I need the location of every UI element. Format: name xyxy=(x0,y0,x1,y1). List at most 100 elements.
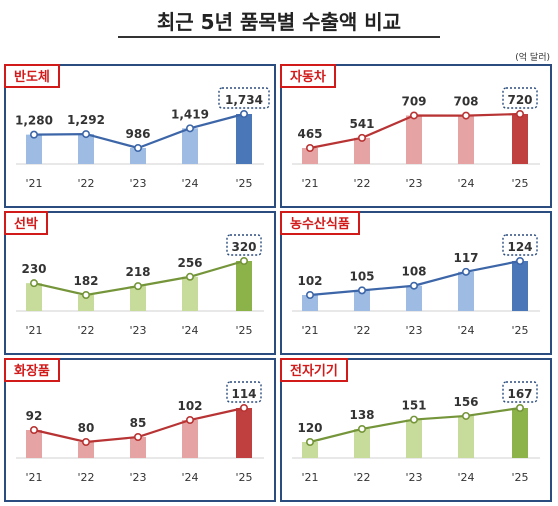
data-label: 320 xyxy=(231,240,256,254)
data-label: 708 xyxy=(453,95,478,109)
data-label: 108 xyxy=(401,265,426,279)
highlight-box xyxy=(226,234,262,256)
tick-label: '22 xyxy=(353,324,370,337)
highlight-box xyxy=(226,381,262,403)
chart-panel-ship: 230 '21 182 '22 218 '23 256 '24 320 '25 선박 xyxy=(4,211,276,355)
data-label: 85 xyxy=(130,416,147,430)
data-label: 117 xyxy=(453,251,478,265)
bar xyxy=(236,261,252,311)
tick-label: '23 xyxy=(129,471,146,484)
bar xyxy=(182,128,198,164)
data-point xyxy=(516,109,525,118)
bar xyxy=(78,442,94,458)
tick-label: '21 xyxy=(25,471,42,484)
data-label: 218 xyxy=(125,265,150,279)
data-point xyxy=(134,282,143,291)
data-point xyxy=(186,415,195,424)
data-point xyxy=(240,109,249,118)
tick-label: '23 xyxy=(405,177,422,190)
data-point xyxy=(305,291,314,300)
data-point xyxy=(462,111,471,120)
data-label: 102 xyxy=(177,399,202,413)
bar xyxy=(130,437,146,458)
bar xyxy=(302,442,318,458)
data-label: 709 xyxy=(401,94,426,108)
data-label: 720 xyxy=(507,93,532,107)
data-point xyxy=(29,279,38,288)
data-point xyxy=(462,411,471,420)
data-point xyxy=(29,130,38,139)
bar xyxy=(458,271,474,311)
data-label: 465 xyxy=(297,127,322,141)
data-label: 541 xyxy=(349,117,374,131)
bar xyxy=(458,115,474,164)
data-point xyxy=(134,433,143,442)
panel-title: 농수산식품 xyxy=(280,211,360,235)
tick-label: '22 xyxy=(353,177,370,190)
tick-label: '24 xyxy=(181,471,198,484)
tick-label: '23 xyxy=(129,324,146,337)
data-point xyxy=(516,403,525,412)
data-point xyxy=(82,291,91,300)
panel-title: 반도체 xyxy=(4,64,60,88)
data-point xyxy=(82,130,91,139)
bar xyxy=(354,428,370,458)
bar xyxy=(458,415,474,458)
data-point xyxy=(29,426,38,435)
data-point xyxy=(358,286,367,295)
highlight-box xyxy=(502,234,538,256)
bar xyxy=(406,419,422,458)
data-point xyxy=(305,144,314,153)
tick-label: '21 xyxy=(25,177,42,190)
data-label: 167 xyxy=(507,387,532,401)
chart-panel-automobile: 465 '21 541 '22 709 '23 708 '24 720 '25 자동차 xyxy=(280,64,552,208)
bar xyxy=(354,290,370,311)
chart-electronics: 120 '21 138 '22 151 '23 156 '24 167 '25 xyxy=(292,381,540,484)
tick-label: '25 xyxy=(511,324,528,337)
data-point xyxy=(305,438,314,447)
bar xyxy=(512,408,528,458)
tick-label: '24 xyxy=(457,324,474,337)
bar xyxy=(26,134,42,164)
data-label: 124 xyxy=(507,240,532,254)
data-label: 1,292 xyxy=(67,113,105,127)
tick-label: '21 xyxy=(25,324,42,337)
data-point xyxy=(410,415,419,424)
chart-panel-electronics: 120 '21 138 '22 151 '23 156 '24 167 '25 전자기기 xyxy=(280,358,552,502)
data-label: 256 xyxy=(177,256,202,270)
data-label: 120 xyxy=(297,421,322,435)
data-label: 138 xyxy=(349,408,374,422)
data-label: 105 xyxy=(349,269,374,283)
tick-label: '21 xyxy=(301,324,318,337)
tick-label: '24 xyxy=(181,177,198,190)
highlight-box xyxy=(502,87,538,109)
tick-label: '25 xyxy=(235,177,252,190)
chart-panel-cosmetics: 92 '21 80 '22 85 '23 102 '24 114 '25 화장품 xyxy=(4,358,276,502)
data-label: 102 xyxy=(297,274,322,288)
unit-label: (억 달러) xyxy=(515,53,550,63)
data-point xyxy=(82,438,91,447)
tick-label: '25 xyxy=(235,471,252,484)
tick-label: '25 xyxy=(511,177,528,190)
tick-label: '21 xyxy=(301,471,318,484)
bar xyxy=(302,295,318,311)
bar xyxy=(236,408,252,458)
data-point xyxy=(410,281,419,290)
bar xyxy=(26,283,42,311)
tick-label: '24 xyxy=(457,471,474,484)
tick-label: '22 xyxy=(77,324,94,337)
data-label: 1,280 xyxy=(15,114,53,128)
bar xyxy=(236,114,252,164)
chart-automobile: 465 '21 541 '22 709 '23 708 '24 720 '25 xyxy=(292,87,540,190)
bar xyxy=(78,134,94,164)
highlight-box xyxy=(502,381,538,403)
data-label: 182 xyxy=(73,274,98,288)
bar xyxy=(78,295,94,311)
data-point xyxy=(410,111,419,120)
title-underline xyxy=(118,36,440,38)
page-title: 최근 5년 품목별 수출액 비교 xyxy=(156,10,402,34)
data-point xyxy=(516,256,525,265)
tick-label: '23 xyxy=(129,177,146,190)
data-label: 156 xyxy=(453,395,478,409)
chart-agrifood: 102 '21 105 '22 108 '23 117 '24 124 '25 xyxy=(292,234,540,337)
